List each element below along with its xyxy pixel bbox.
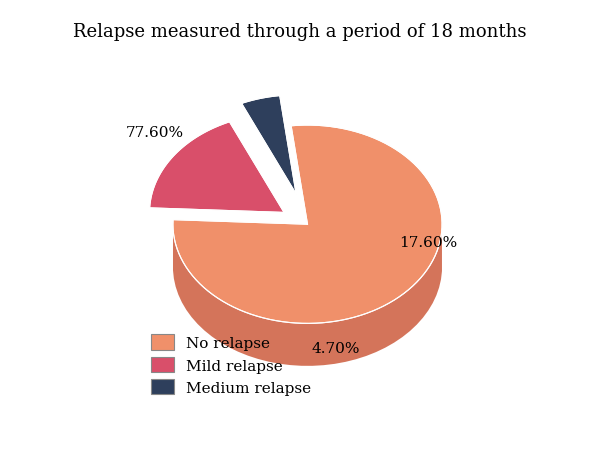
Text: Relapse measured through a period of 18 months: Relapse measured through a period of 18 … — [73, 23, 527, 41]
Polygon shape — [173, 229, 442, 366]
Legend: No relapse, Mild relapse, Medium relapse: No relapse, Mild relapse, Medium relapse — [145, 329, 317, 401]
Polygon shape — [242, 96, 296, 195]
Text: 17.60%: 17.60% — [399, 235, 457, 249]
Polygon shape — [173, 126, 442, 324]
Text: 77.60%: 77.60% — [126, 126, 184, 140]
Polygon shape — [149, 123, 284, 213]
Text: 4.70%: 4.70% — [311, 341, 360, 355]
